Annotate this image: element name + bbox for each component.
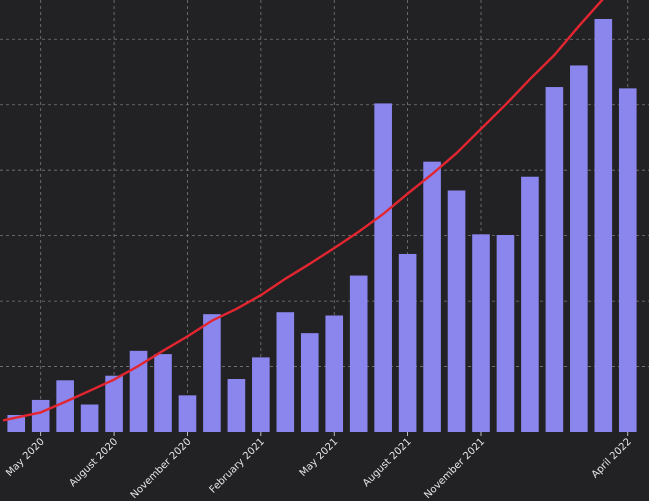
trend-line-series xyxy=(2,0,604,422)
bar-2021-05 xyxy=(325,315,344,432)
bar-2020-10 xyxy=(154,354,172,432)
bar-2021-06 xyxy=(349,275,368,432)
x-tick-label-7: April 2022 xyxy=(590,436,634,480)
bar-2021-10 xyxy=(447,190,466,432)
bar-2021-02 xyxy=(252,357,270,432)
bar-2020-11 xyxy=(178,395,197,432)
bar-2022-01 xyxy=(521,176,539,432)
bar-2020-06 xyxy=(56,380,74,432)
bar-2022-02 xyxy=(545,87,564,433)
x-tick-label-1: August 2020 xyxy=(67,436,120,489)
bar-2020-08 xyxy=(105,375,123,432)
bar-2020-12 xyxy=(203,314,221,432)
bar-2020-05 xyxy=(31,399,50,432)
trend-line xyxy=(2,0,604,422)
bar-2022-03 xyxy=(570,65,588,433)
x-tick-label-6: November 2021 xyxy=(422,436,487,501)
x-tick-label-0: May 2020 xyxy=(4,436,47,479)
bar-2022-05 xyxy=(618,88,637,432)
x-axis-ticks: May 2020 August 2020 November 2020 February… xyxy=(4,432,634,501)
bar-2022-04 xyxy=(594,18,613,433)
bar-2021-11 xyxy=(472,234,490,432)
bar-2021-12 xyxy=(496,234,515,432)
bar-2021-08 xyxy=(398,253,417,432)
bar-series xyxy=(7,18,637,433)
bar-2021-04 xyxy=(300,333,319,432)
x-tick-label-3: February 2021 xyxy=(208,436,267,495)
x-tick-label-4: May 2021 xyxy=(298,436,341,479)
bar-2020-09 xyxy=(129,350,148,432)
x-tick-label-5: August 2021 xyxy=(361,436,414,489)
bar-2021-03 xyxy=(276,312,295,432)
bar-2021-01 xyxy=(227,378,246,432)
x-tick-label-2: November 2020 xyxy=(129,436,194,501)
bar-2021-07 xyxy=(374,103,392,432)
bar-2020-07 xyxy=(80,404,99,432)
bar-2021-09 xyxy=(423,161,441,432)
